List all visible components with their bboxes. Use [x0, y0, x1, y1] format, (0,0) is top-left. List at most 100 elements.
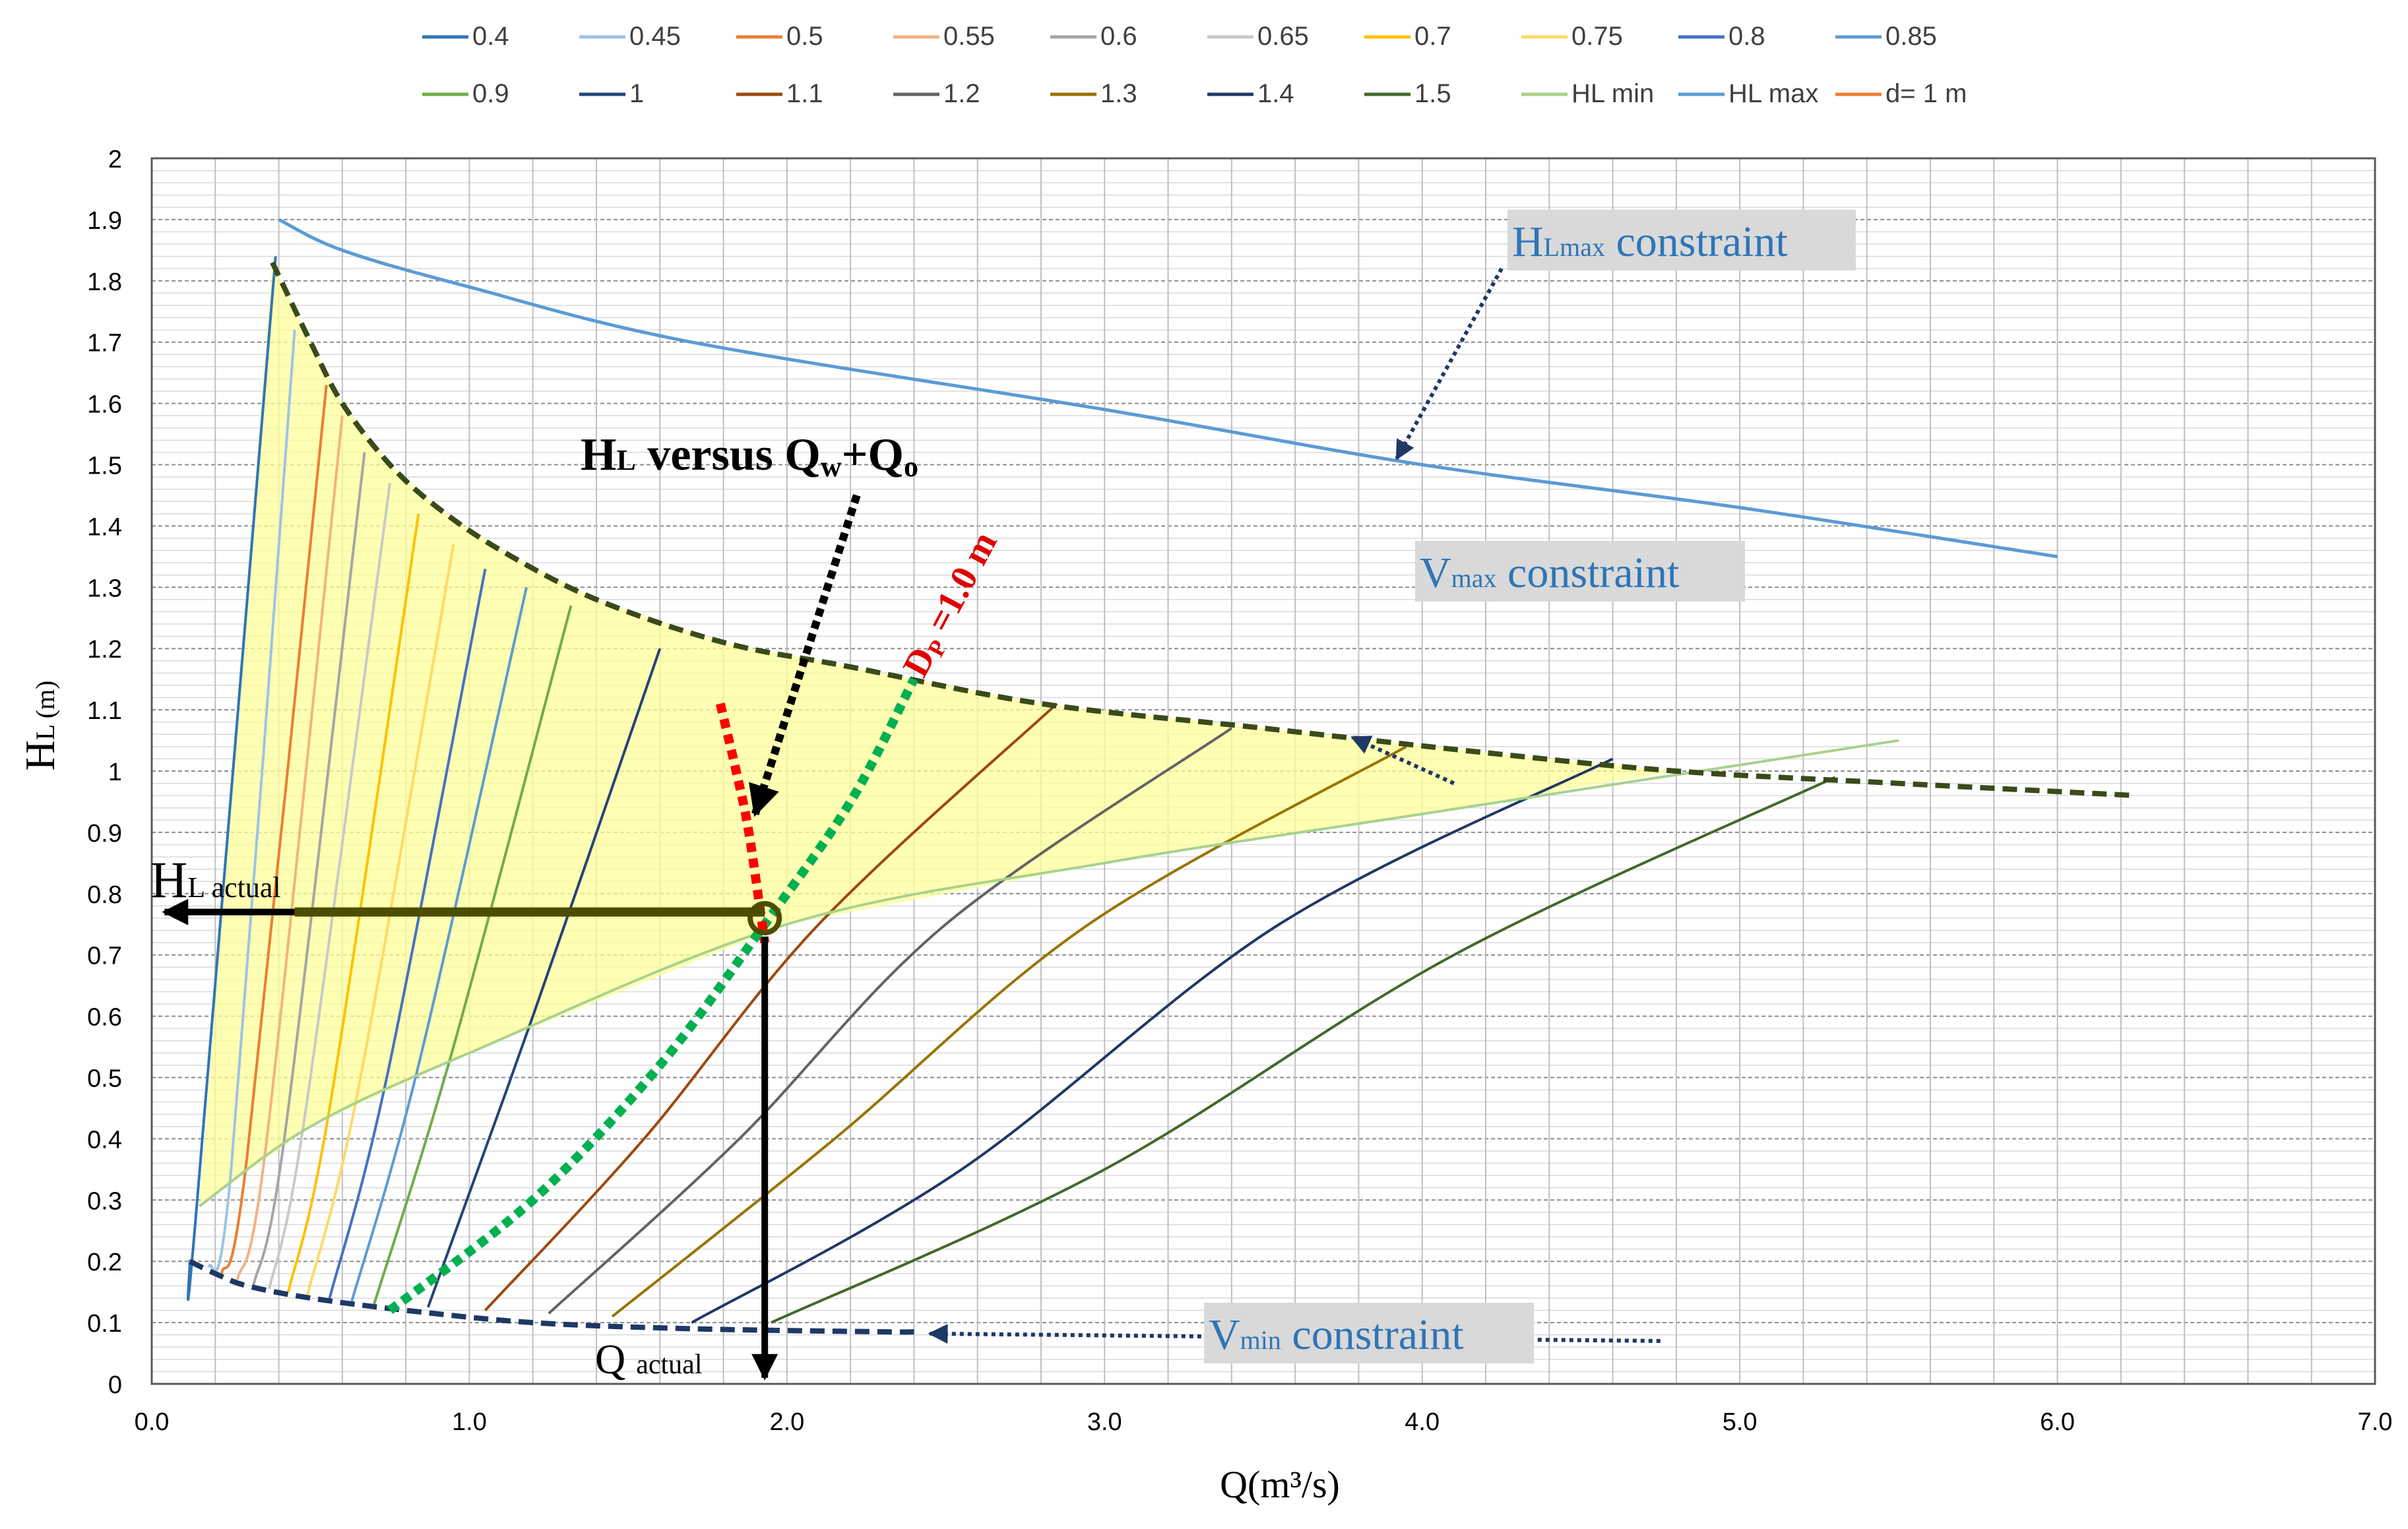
hl-versus-w: w	[821, 451, 842, 483]
y-tick-label: 1.7	[87, 330, 122, 358]
y-tick-label: 0.2	[87, 1249, 122, 1276]
y-tick-label: 0	[108, 1371, 122, 1399]
vmax-main: V	[1420, 549, 1451, 597]
x-tick-label: 3.0	[1087, 1408, 1122, 1436]
series-line-0-5	[220, 385, 328, 1274]
q-actual-annotation: Q actual	[595, 1336, 702, 1383]
y-tick-label: 0.4	[87, 1126, 122, 1154]
legend-label: 1	[629, 79, 644, 108]
q-actual-main: Q	[595, 1336, 636, 1383]
series-line-1-5	[770, 776, 1836, 1324]
hl-versus-sub: L	[616, 444, 635, 476]
vmax-sub: max	[1451, 563, 1497, 593]
y-tick-label: 1	[108, 759, 122, 786]
hlmax-rest: constraint	[1605, 218, 1788, 266]
hl-actual-main: H	[150, 851, 187, 908]
x-tick-label: 5.0	[1723, 1408, 1758, 1436]
x-tick-label: 4.0	[1405, 1408, 1440, 1436]
series-line-hl-max	[278, 218, 2058, 559]
dp-green-line	[387, 677, 918, 1315]
legend-label: 0.45	[629, 22, 681, 51]
vmin-boundary	[189, 1259, 914, 1335]
legend-label: 0.55	[943, 22, 995, 51]
overlays	[162, 261, 2138, 1381]
legend: 0.4 0.45 0.5 0.55 0.6 0.65 0.7 0.75 0.8 0.85 0.9 1 1…	[422, 22, 1967, 108]
series-line-1-2	[548, 727, 1232, 1315]
legend-label: 0.5	[786, 22, 823, 51]
y-tick-label: 0.7	[87, 943, 122, 970]
operating-point-marker	[747, 900, 782, 935]
hl-actual-sub: L actual	[187, 871, 280, 904]
legend-label: 1.1	[786, 79, 823, 108]
y-tick-label: 1.1	[87, 697, 122, 725]
y-tick-label: 0.1	[87, 1310, 122, 1338]
y-tick-label: 2	[108, 146, 122, 173]
feasible-region	[199, 262, 1676, 1206]
y-axis-label-sub: L (m)	[30, 681, 60, 741]
legend-label: 1.4	[1257, 79, 1294, 108]
legend-label: 1.5	[1414, 79, 1451, 108]
hl-versus-arrow	[748, 494, 861, 817]
series-line-1-1	[484, 702, 1058, 1311]
series-line-0-65	[268, 483, 392, 1290]
series-line-0-85	[350, 586, 528, 1302]
plot-frame	[150, 157, 2376, 1385]
vmax-boundary	[270, 261, 2138, 799]
vmax-arrow	[1350, 735, 1455, 786]
series-line-0-7	[287, 513, 420, 1293]
series-line-0-9	[373, 605, 573, 1305]
axes: 0.0 1.0 2.0 3.0 4.0 5.0 6.0 7.0 0 0.1 0.2 0.3 0.4 0.5…	[87, 146, 2392, 1436]
hlmax-annotation: HLmax constraint	[1512, 218, 1788, 266]
hlmax-sub: Lmax	[1544, 232, 1605, 262]
y-tick-label: 0.5	[87, 1065, 122, 1093]
y-tick-label: 0.9	[87, 820, 122, 848]
x-tick-label: 7.0	[2358, 1408, 2393, 1436]
vmin-rest: constraint	[1281, 1311, 1464, 1359]
hl-versus-plus: +Q	[842, 429, 904, 480]
series-line-hl-min	[199, 739, 1899, 1208]
legend-label: 0.8	[1728, 22, 1765, 51]
y-tick-label: 1.2	[87, 636, 122, 664]
hl-versus-o: o	[904, 451, 918, 483]
hl-versus-main: H	[581, 429, 616, 480]
vmin-label-box	[1204, 1303, 1534, 1363]
vmin-sub: min	[1240, 1325, 1281, 1355]
series-line-0-6	[252, 452, 366, 1286]
series-line-0-55	[236, 415, 344, 1280]
y-tick-label: 0.8	[87, 881, 122, 909]
legend-label: HL max	[1728, 79, 1818, 108]
legend-label: 0.4	[472, 22, 509, 51]
x-tick-label: 0.0	[135, 1408, 170, 1436]
legend-label: 0.85	[1885, 22, 1937, 51]
series-line-1-3	[611, 745, 1407, 1318]
y-tick-label: 0.3	[87, 1187, 122, 1215]
series-group	[186, 218, 2058, 1324]
x-axis-label: Q(m³/s)	[1220, 1463, 1340, 1506]
series-line-1-4	[691, 757, 1614, 1324]
x-tick-label: 6.0	[2040, 1408, 2075, 1436]
legend-label: d= 1 m	[1885, 79, 1967, 108]
vmin-annotation: Vmin constraint	[1209, 1311, 1464, 1359]
vmin-main: V	[1209, 1311, 1240, 1359]
hlmax-label-box	[1507, 210, 1856, 270]
legend-label: 0.7	[1414, 22, 1451, 51]
y-tick-label: 1.5	[87, 452, 122, 480]
y-tick-label: 1.9	[87, 207, 122, 235]
legend-label: 0.65	[1257, 22, 1309, 51]
y-tick-label: 1.8	[87, 268, 122, 296]
series-line-0-8	[328, 569, 487, 1299]
series-line-1	[426, 648, 662, 1308]
feasible-region-fill	[199, 262, 1676, 1206]
legend-label: 0.75	[1571, 22, 1623, 51]
legend-label: 0.9	[472, 79, 509, 108]
legend-label: 0.6	[1100, 22, 1137, 51]
y-axis-label: HL (m)	[16, 681, 63, 771]
y-tick-label: 1.3	[87, 575, 122, 602]
vmax-rest: constraint	[1497, 549, 1680, 597]
legend-label: 1.3	[1100, 79, 1137, 108]
legend-label: 1.2	[943, 79, 980, 108]
hlmax-main: H	[1512, 218, 1544, 266]
dp-red-line	[715, 702, 770, 944]
